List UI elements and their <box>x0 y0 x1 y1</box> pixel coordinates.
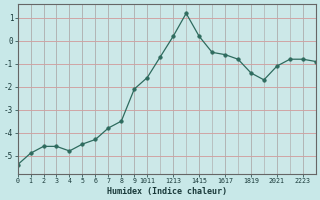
X-axis label: Humidex (Indice chaleur): Humidex (Indice chaleur) <box>107 187 227 196</box>
